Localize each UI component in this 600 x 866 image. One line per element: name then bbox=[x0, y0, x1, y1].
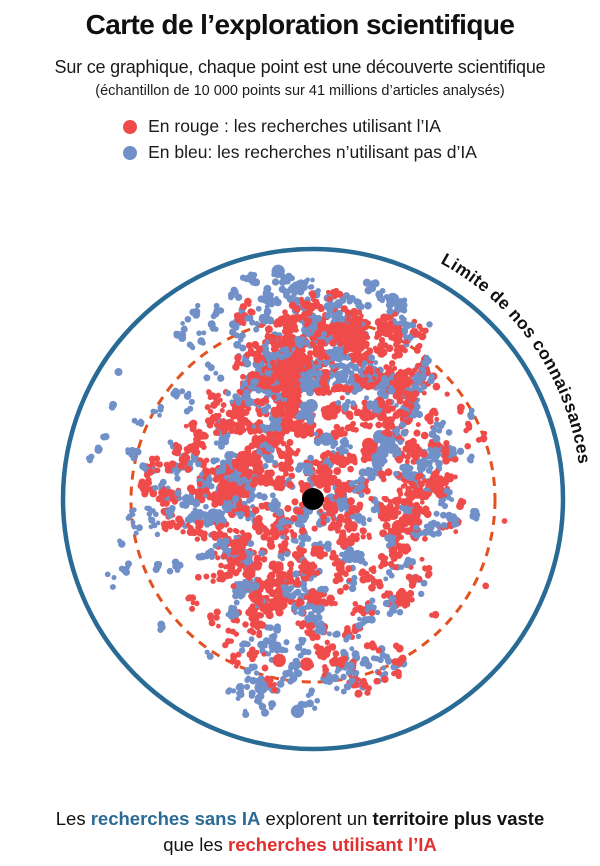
page-title: Carte de l’exploration scientifique bbox=[85, 9, 515, 40]
legend-item-blue: En bleu: les recherches n’utilisant pas … bbox=[123, 142, 477, 163]
caption-highlight-blue: recherches sans IA bbox=[90, 808, 261, 829]
caption-line-2: que les recherches utilisant l’IA bbox=[0, 832, 600, 858]
caption-highlight-bold: territoire plus vaste bbox=[372, 808, 545, 829]
sample-note: (échantillon de 10 000 points sur 41 mil… bbox=[95, 83, 505, 99]
legend-label-red: En rouge : les recherches utilisant l’IA bbox=[148, 116, 441, 136]
red-dot-icon bbox=[123, 119, 138, 134]
origin-dot bbox=[302, 488, 324, 510]
scatter-points bbox=[86, 264, 508, 719]
subtitle: Sur ce graphique, chaque point est une d… bbox=[54, 57, 546, 77]
knowledge-boundary-circle bbox=[60, 246, 566, 752]
caption-text: que les bbox=[163, 834, 229, 856]
caption: Les recherches sans IA explorent un terr… bbox=[0, 806, 600, 859]
legend-label-blue: En bleu: les recherches n’utilisant pas … bbox=[148, 142, 477, 162]
caption-line-1: Les recherches sans IA explorent un terr… bbox=[0, 806, 600, 832]
legend: En rouge : les recherches utilisant l’IA… bbox=[123, 116, 477, 163]
caption-text: explorent un bbox=[260, 808, 373, 829]
ai-territory-dashed-circle bbox=[129, 316, 497, 684]
caption-highlight-red: recherches utilisant l’IA bbox=[228, 834, 437, 856]
legend-item-red: En rouge : les recherches utilisant l’IA bbox=[123, 116, 477, 137]
caption-text: Les bbox=[55, 808, 91, 829]
blue-dot-icon bbox=[123, 145, 138, 160]
